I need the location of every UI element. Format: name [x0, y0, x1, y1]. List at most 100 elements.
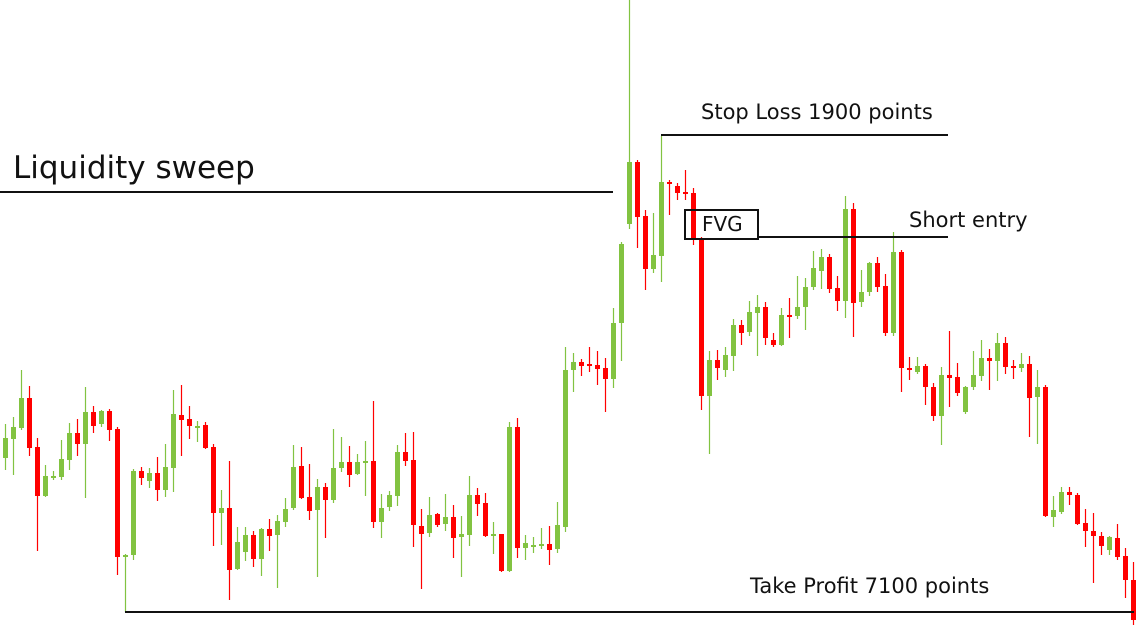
- candle: [715, 350, 720, 380]
- candle-body: [347, 462, 352, 475]
- candle-body: [371, 461, 376, 522]
- candle-body: [227, 508, 232, 570]
- candle-body: [1051, 510, 1056, 517]
- candle-body: [51, 476, 56, 478]
- candle: [907, 357, 912, 380]
- candle-body: [203, 425, 208, 448]
- candle-body: [267, 529, 272, 536]
- candle-body: [643, 216, 648, 269]
- candle: [331, 429, 336, 503]
- candle-body: [1011, 366, 1016, 368]
- candle: [555, 502, 560, 553]
- candle: [91, 406, 96, 433]
- candle-body: [747, 312, 752, 332]
- candle-body: [515, 427, 520, 548]
- candle-body: [859, 292, 864, 302]
- candle: [699, 237, 704, 410]
- candle: [915, 357, 920, 374]
- candle-body: [931, 387, 936, 416]
- candle-body: [419, 526, 424, 534]
- stop-loss-label: Stop Loss 1900 points: [701, 100, 933, 124]
- candle-body: [155, 473, 160, 490]
- candle: [739, 320, 744, 345]
- candle: [259, 528, 264, 576]
- candle-body: [331, 468, 336, 500]
- candle-body: [635, 162, 640, 217]
- candle: [355, 454, 360, 475]
- candle: [899, 250, 904, 392]
- candle-body: [523, 543, 528, 548]
- candle-body: [867, 263, 872, 292]
- candle-body: [299, 466, 304, 498]
- candle-body: [675, 186, 680, 193]
- candle: [931, 383, 936, 421]
- candle: [587, 347, 592, 372]
- candle-body: [883, 286, 888, 333]
- candle: [371, 401, 376, 528]
- candle-body: [91, 412, 96, 426]
- candle-body: [707, 360, 712, 396]
- candle-body: [99, 411, 104, 424]
- candle: [443, 494, 448, 531]
- candle-body: [739, 325, 744, 333]
- candle: [1019, 353, 1024, 372]
- candle: [315, 479, 320, 577]
- candle: [11, 417, 16, 475]
- candle: [923, 364, 928, 405]
- candle-body: [291, 467, 296, 508]
- candle-body: [171, 414, 176, 468]
- candle: [251, 531, 256, 567]
- level-lines: [0, 134, 1134, 613]
- candle-body: [819, 257, 824, 271]
- candle: [147, 468, 152, 488]
- candle-body: [1131, 580, 1136, 620]
- candle-body: [251, 535, 256, 559]
- candle: [1099, 532, 1104, 555]
- candle: [891, 232, 896, 336]
- candle-body: [907, 368, 912, 370]
- candle: [987, 349, 992, 390]
- candle: [1123, 548, 1128, 598]
- candle-body: [115, 429, 120, 557]
- candle: [491, 522, 496, 554]
- candle: [427, 497, 432, 537]
- candle: [115, 427, 120, 575]
- candles-group: [3, 0, 1136, 625]
- candle-body: [1003, 343, 1008, 367]
- candle: [291, 445, 296, 510]
- candle-body: [963, 387, 968, 412]
- candle: [515, 418, 520, 558]
- candle-body: [723, 355, 728, 370]
- candle-body: [1107, 537, 1112, 550]
- candle-body: [219, 508, 224, 513]
- candle-body: [459, 534, 464, 537]
- candle-body: [939, 375, 944, 416]
- candle-body: [499, 534, 504, 571]
- candle-body: [755, 307, 760, 313]
- candle: [683, 170, 688, 200]
- candle-body: [955, 377, 960, 393]
- candle-body: [603, 368, 608, 379]
- candle: [179, 385, 184, 456]
- candle: [323, 483, 328, 538]
- short-entry-label: Short entry: [909, 208, 1028, 232]
- candle: [827, 254, 832, 293]
- candle: [659, 136, 664, 282]
- candle: [995, 333, 1000, 381]
- candle-body: [11, 427, 16, 439]
- candle-body: [651, 255, 656, 269]
- candle: [51, 471, 56, 480]
- candle-body: [915, 366, 920, 372]
- candle-body: [835, 288, 840, 301]
- candle-body: [579, 362, 584, 366]
- candle-body: [35, 447, 40, 496]
- candle-body: [339, 462, 344, 468]
- candle: [635, 160, 640, 248]
- candle-body: [851, 209, 856, 303]
- candle: [507, 422, 512, 572]
- candle-body: [323, 487, 328, 500]
- candle-body: [1083, 523, 1088, 531]
- candle: [411, 432, 416, 547]
- candle: [347, 446, 352, 487]
- candle: [123, 554, 128, 612]
